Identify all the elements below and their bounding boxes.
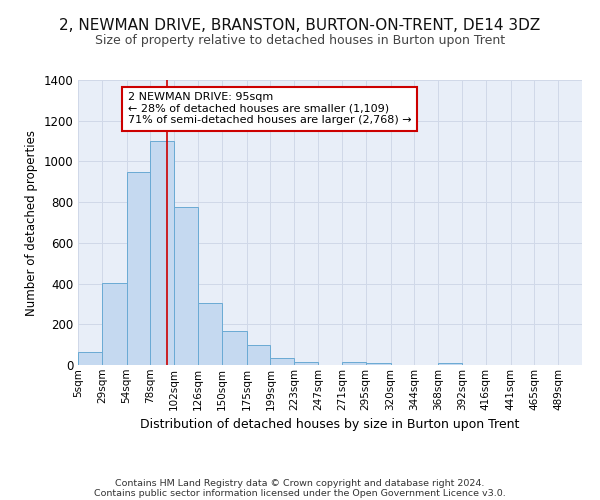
Y-axis label: Number of detached properties: Number of detached properties: [25, 130, 38, 316]
Text: Contains public sector information licensed under the Open Government Licence v3: Contains public sector information licen…: [94, 488, 506, 498]
Bar: [174, 207, 198, 365]
Bar: [198, 303, 222, 365]
Bar: [438, 363, 462, 365]
Bar: [271, 358, 294, 365]
Text: Contains HM Land Registry data © Crown copyright and database right 2024.: Contains HM Land Registry data © Crown c…: [115, 478, 485, 488]
Bar: [78, 352, 102, 365]
Bar: [247, 344, 271, 365]
Bar: [151, 141, 174, 365]
Bar: [366, 363, 391, 365]
Text: 2 NEWMAN DRIVE: 95sqm
← 28% of detached houses are smaller (1,109)
71% of semi-d: 2 NEWMAN DRIVE: 95sqm ← 28% of detached …: [128, 92, 411, 126]
X-axis label: Distribution of detached houses by size in Burton upon Trent: Distribution of detached houses by size …: [140, 418, 520, 431]
Bar: [342, 362, 366, 365]
Text: 2, NEWMAN DRIVE, BRANSTON, BURTON-ON-TRENT, DE14 3DZ: 2, NEWMAN DRIVE, BRANSTON, BURTON-ON-TRE…: [59, 18, 541, 32]
Bar: [294, 362, 318, 365]
Text: Size of property relative to detached houses in Burton upon Trent: Size of property relative to detached ho…: [95, 34, 505, 47]
Bar: [102, 282, 127, 365]
Bar: [222, 332, 247, 365]
Bar: [127, 172, 151, 365]
